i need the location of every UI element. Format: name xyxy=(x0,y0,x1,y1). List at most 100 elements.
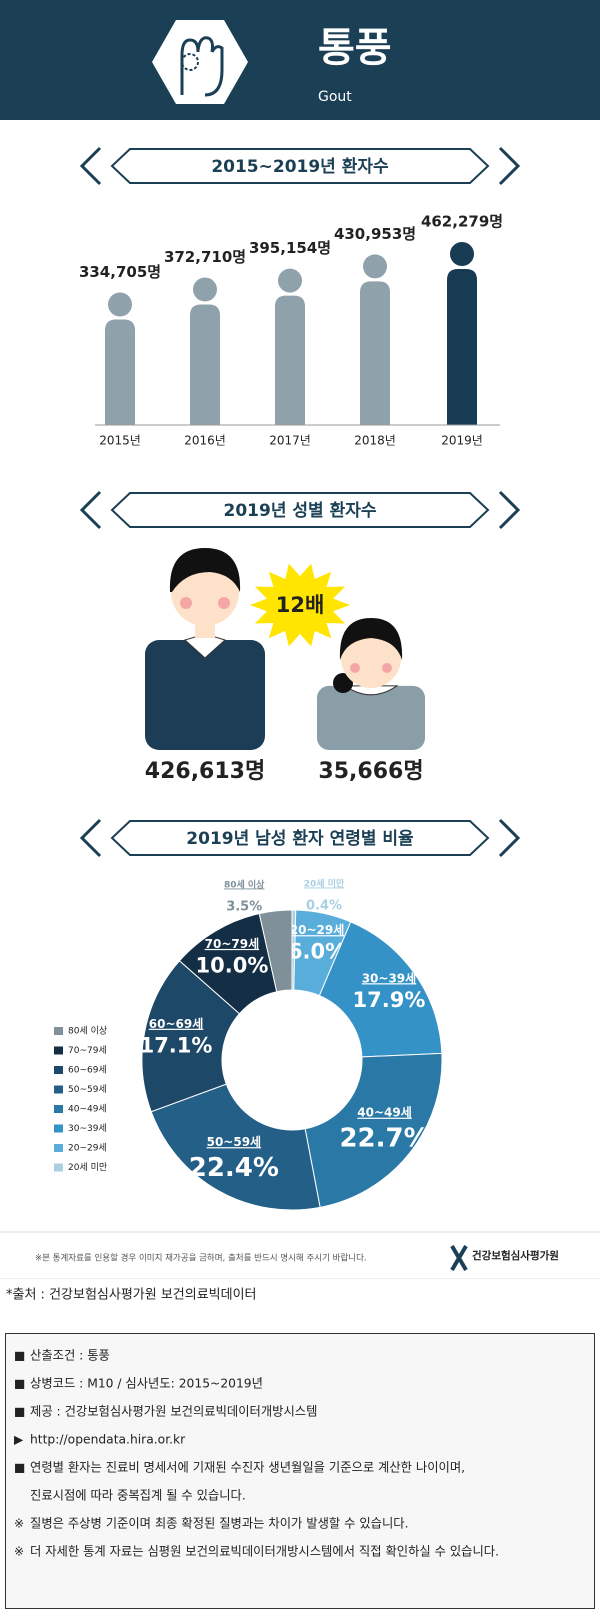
legend-label: 70~79세 xyxy=(68,1045,107,1056)
legend-swatch xyxy=(54,1144,63,1152)
neck xyxy=(195,622,215,638)
slice-value: 22.7% xyxy=(339,1124,429,1154)
source: *출처 : 건강보험심사평가원 보건의료빅데이터 xyxy=(6,1288,257,1303)
slice-value: 0.4% xyxy=(306,899,342,914)
donut-slice xyxy=(258,909,293,993)
banner-chevron xyxy=(79,490,521,530)
slice-category: 20세 미만 xyxy=(304,878,345,890)
cheek xyxy=(180,597,192,609)
cheek xyxy=(350,663,360,673)
section-title: 2019년 남성 환자 연령별 비율 xyxy=(186,828,414,849)
x-tick-label: 2017년 xyxy=(269,434,311,448)
donut-slice xyxy=(318,921,443,1058)
value-label: 35,666명 xyxy=(318,759,423,784)
banner-chevron xyxy=(79,146,521,186)
note-text: 제공 : 건강보험심사평가원 보건의료빅데이터개방시스템 xyxy=(30,1405,317,1419)
note-text: 산출조건 : 통풍 xyxy=(30,1349,110,1363)
x-tick-label: 2015년 xyxy=(99,434,141,448)
slice-value: 22.4% xyxy=(189,1153,279,1183)
slice-category: 40~49세 xyxy=(357,1105,412,1120)
slice-category: 30~39세 xyxy=(362,970,417,985)
slice-value: 10.0% xyxy=(196,953,269,977)
slice-category: 60~69세 xyxy=(149,1016,204,1031)
divider xyxy=(0,1278,600,1279)
banner-chevron xyxy=(79,818,521,858)
face xyxy=(341,628,401,688)
legend-label: 30~39세 xyxy=(68,1123,107,1134)
note-text: http://opendata.hira.or.kr xyxy=(30,1433,186,1447)
note-text: 진료시점에 따라 중복집계 될 수 있습니다. xyxy=(30,1489,246,1503)
note-marker: ※ xyxy=(14,1517,24,1531)
header-background xyxy=(0,0,600,120)
starburst xyxy=(250,563,350,647)
person-bar xyxy=(447,242,477,425)
value-label: 462,279명 xyxy=(421,213,503,231)
value-label: 334,705명 xyxy=(79,263,161,281)
note-text: 질병은 주상병 기준이며 최종 확정된 질병과는 차이가 발생할 수 있습니다. xyxy=(30,1517,408,1531)
slice-value: 17.1% xyxy=(140,1033,213,1057)
banner xyxy=(110,492,490,528)
note-marker: ※ xyxy=(14,1545,24,1559)
notes-box xyxy=(5,1333,595,1609)
note-marker: ▶ xyxy=(14,1433,24,1447)
note-marker: ■ xyxy=(14,1405,25,1419)
hair xyxy=(339,618,403,660)
logo: 건강보험심사평가원 xyxy=(472,1249,559,1262)
legend-label: 40~49세 xyxy=(68,1104,107,1115)
page-title: 통풍 xyxy=(318,25,392,71)
notice: ※본 통계자료를 인용할 경우 이미지 재가공을 금하며, 출처를 반드시 명시… xyxy=(35,1253,367,1264)
slice-category: 20~29세 xyxy=(290,922,345,937)
donut-slice xyxy=(304,1052,443,1208)
legend-swatch xyxy=(54,1066,63,1074)
value-label: 395,154명 xyxy=(249,239,331,257)
banner xyxy=(110,820,490,856)
slice-category: 50~59세 xyxy=(207,1134,262,1149)
banner xyxy=(110,148,490,184)
logo-mark xyxy=(450,1244,468,1272)
legend-label: 20~29세 xyxy=(68,1143,107,1154)
slice-value: 17.9% xyxy=(353,988,426,1012)
legend-label: 50~59세 xyxy=(68,1084,107,1095)
note-text: 더 자세한 통계 자료는 심평원 보건의료빅데이터개방시스템에서 직접 확인하실… xyxy=(30,1545,499,1559)
hair-bun xyxy=(333,673,353,693)
legend-swatch xyxy=(54,1105,63,1113)
person-bar xyxy=(275,268,305,425)
pain-icon xyxy=(181,53,199,71)
value-label: 430,953명 xyxy=(334,225,416,243)
legend-swatch xyxy=(54,1027,63,1035)
donut-slice xyxy=(150,1083,321,1211)
note-marker: ■ xyxy=(14,1349,25,1363)
person-bar xyxy=(190,277,220,425)
legend-label: 80세 이상 xyxy=(68,1026,107,1037)
slice-category: 80세 이상 xyxy=(224,878,265,890)
person-bar xyxy=(360,254,390,425)
slice-value: 3.5% xyxy=(226,899,262,914)
donut-slice xyxy=(141,960,241,1113)
header-icon xyxy=(152,20,248,104)
value-label: 426,613명 xyxy=(145,759,265,784)
annotation: 12배 xyxy=(276,593,325,617)
hair xyxy=(169,548,241,592)
figure-body xyxy=(317,685,425,750)
legend-label: 60~69세 xyxy=(68,1065,107,1076)
note-text: 상병코드 : M10 / 심사년도: 2015~2019년 xyxy=(30,1377,263,1391)
foot-icon xyxy=(180,36,224,97)
figure-body xyxy=(145,640,265,750)
legend-swatch xyxy=(54,1124,63,1133)
note-text: 연령별 환자는 진료비 명세서에 기재된 수진자 생년월일을 기준으로 계산한 … xyxy=(30,1461,465,1475)
x-tick-label: 2016년 xyxy=(184,434,226,448)
x-tick-label: 2018년 xyxy=(354,434,396,448)
person-bar xyxy=(105,292,135,425)
content: 2015~2019년 환자수 334,705명 2015년 372,710명 2016년… xyxy=(14,146,521,1559)
legend-swatch xyxy=(54,1163,63,1172)
note-marker: ■ xyxy=(14,1377,25,1391)
value-label: 372,710명 xyxy=(164,248,246,266)
x-tick-label: 2019년 xyxy=(441,434,483,448)
page-subtitle: Gout xyxy=(318,89,352,105)
legend-label: 20세 미만 xyxy=(68,1162,107,1173)
section-title: 2019년 성별 환자수 xyxy=(224,501,377,521)
cheek xyxy=(218,597,230,609)
legend-swatch xyxy=(54,1085,63,1094)
note-marker: ■ xyxy=(14,1461,25,1475)
